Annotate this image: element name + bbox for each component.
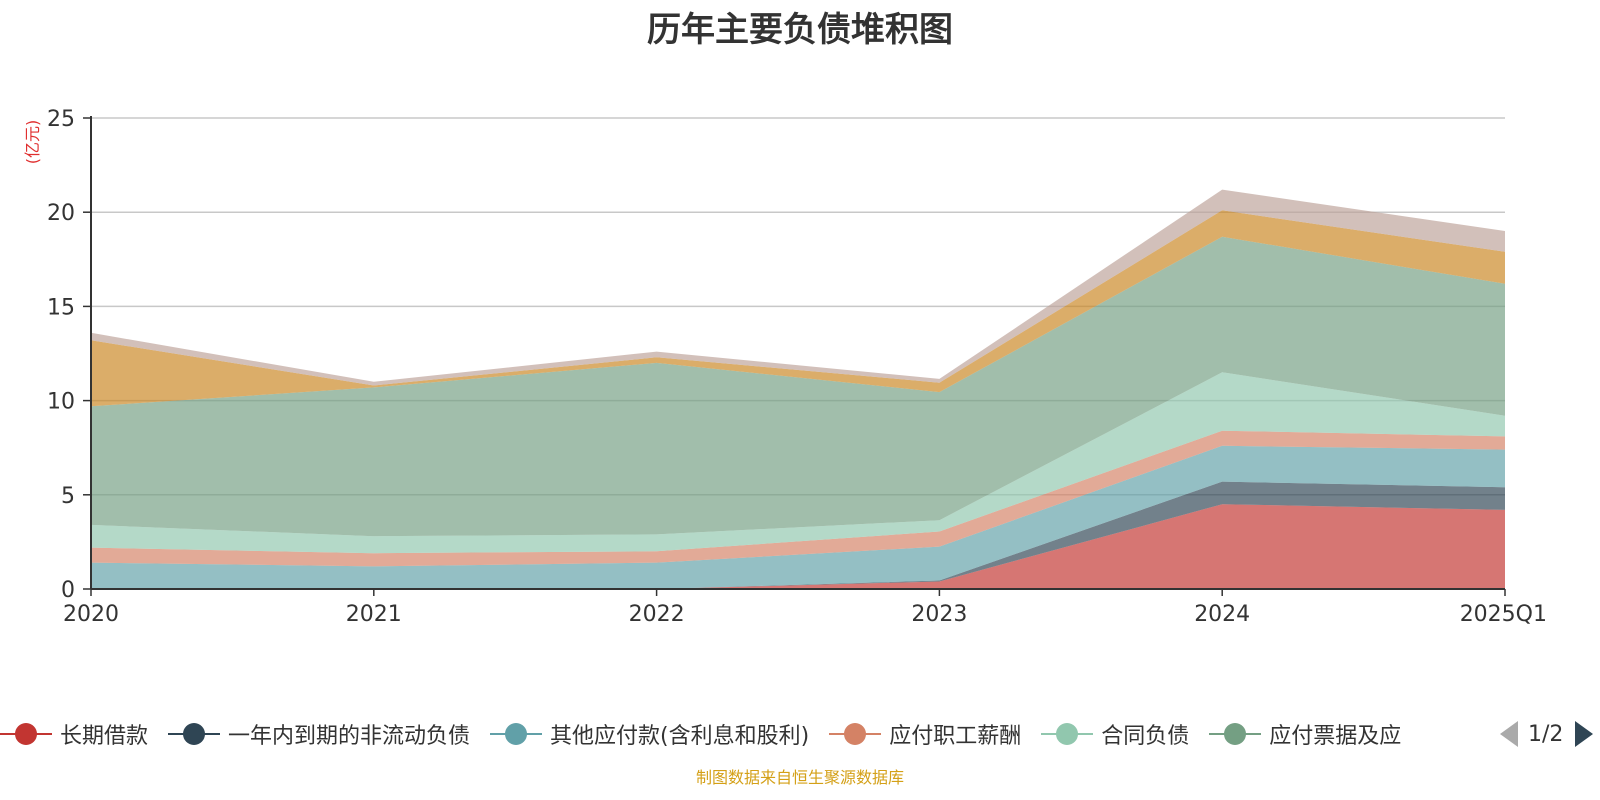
legend-marker-icon xyxy=(490,721,543,747)
legend-marker-icon xyxy=(829,721,882,747)
area-series-2[interactable] xyxy=(91,445,1505,589)
y-axis-unit-label: (亿元) xyxy=(23,120,42,165)
legend-label: 一年内到期的非流动负债 xyxy=(228,724,471,749)
legend: 长期借款 一年内到期的非流动负债 其他应付款(含利息和股利) 应付职工薪酬 合同负债 应付… xyxy=(0,716,1600,752)
legend-label: 应付票据及应 xyxy=(1269,724,1402,749)
y-tick-label: 20 xyxy=(47,201,75,226)
y-tick-label: 25 xyxy=(47,107,75,132)
area-series[interactable] xyxy=(91,189,1505,589)
y-tick-label: 5 xyxy=(61,484,75,509)
area-series-6[interactable] xyxy=(91,210,1505,407)
area-series-4[interactable] xyxy=(91,372,1505,554)
y-tick-label: 0 xyxy=(61,578,75,603)
source-note: 制图数据来自恒生聚源数据库 xyxy=(695,768,904,787)
y-tick-label: 10 xyxy=(47,390,75,415)
legend-prev-page-icon[interactable] xyxy=(1500,721,1518,747)
legend-marker-icon xyxy=(1209,721,1262,747)
legend-next-page-icon[interactable] xyxy=(1575,721,1594,747)
legend-item[interactable]: 应付职工薪酬 xyxy=(829,718,1021,750)
legend-marker-icon xyxy=(1041,721,1094,747)
legend-label: 应付职工薪酬 xyxy=(889,724,1022,749)
x-tick-label: 2025Q1 xyxy=(1460,602,1547,627)
area-series-3[interactable] xyxy=(91,430,1505,567)
legend-item[interactable]: 一年内到期的非流动负债 xyxy=(168,718,470,750)
legend-item[interactable]: 应付票据及应 xyxy=(1209,718,1401,750)
legend-label: 合同负债 xyxy=(1101,724,1190,749)
area-series-5[interactable] xyxy=(91,236,1505,537)
legend-item[interactable]: 合同负债 xyxy=(1041,718,1189,750)
legend-pager: 1/2 xyxy=(1500,716,1594,752)
x-tick-label: 2023 xyxy=(911,602,967,627)
legend-marker-icon xyxy=(0,721,52,747)
x-tick-label: 2020 xyxy=(63,602,119,627)
legend-label: 其他应付款(含利息和股利) xyxy=(550,724,810,749)
legend-marker-icon xyxy=(168,721,221,747)
y-tick-label: 15 xyxy=(47,295,75,320)
x-tick-label: 2022 xyxy=(629,602,685,627)
legend-item[interactable]: 其他应付款(含利息和股利) xyxy=(490,718,809,750)
legend-items: 长期借款 一年内到期的非流动负债 其他应付款(含利息和股利) 应付职工薪酬 合同负债 应付… xyxy=(0,716,1490,752)
x-tick-label: 2021 xyxy=(346,602,402,627)
legend-item[interactable]: 长期借款 xyxy=(0,718,148,750)
area-series-7[interactable] xyxy=(91,189,1505,386)
area-series-1[interactable] xyxy=(91,481,1505,589)
axes: 0 5 10 15 20 25 2020 2021 2022 2023 2024 2025Q1 xyxy=(47,107,1547,627)
area-series-0[interactable] xyxy=(91,504,1505,589)
x-tick-label: 2024 xyxy=(1194,602,1250,627)
legend-page-indicator: 1/2 xyxy=(1528,721,1564,747)
legend-label: 长期借款 xyxy=(60,724,149,749)
chart-title: 历年主要负债堆积图 xyxy=(647,10,953,50)
